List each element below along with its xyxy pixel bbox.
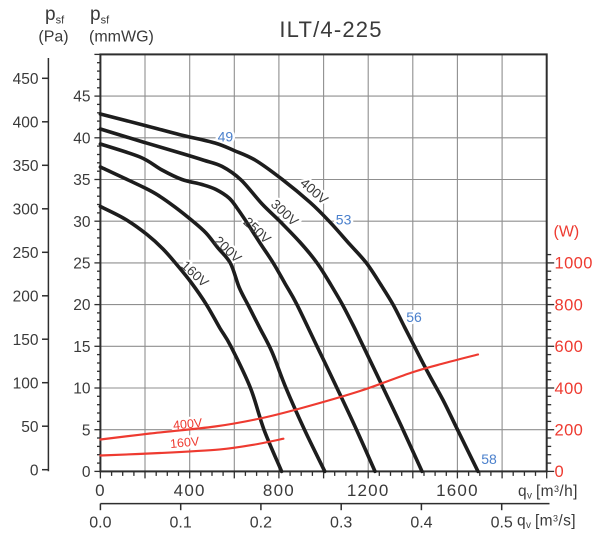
svg-text:50: 50	[21, 419, 39, 436]
svg-text:45: 45	[73, 89, 90, 106]
svg-text:100: 100	[13, 375, 39, 392]
svg-text:600: 600	[555, 338, 584, 356]
svg-text:450: 450	[13, 71, 39, 88]
svg-text:0.3: 0.3	[330, 515, 352, 532]
svg-text:300: 300	[13, 201, 39, 218]
svg-text:(Pa): (Pa)	[38, 29, 68, 46]
svg-text:25: 25	[73, 256, 90, 273]
svg-text:psf: psf	[45, 4, 65, 27]
svg-text:56: 56	[406, 309, 422, 325]
svg-text:150: 150	[13, 332, 39, 349]
svg-text:250V: 250V	[240, 214, 273, 246]
svg-text:160V: 160V	[169, 434, 200, 451]
svg-text:400V: 400V	[172, 416, 203, 433]
svg-text:400: 400	[174, 481, 206, 500]
svg-text:800: 800	[263, 481, 295, 500]
svg-text:53: 53	[336, 211, 352, 227]
svg-text:qv [m3/h]: qv [m3/h]	[518, 483, 578, 502]
svg-text:30: 30	[73, 214, 91, 231]
svg-text:35: 35	[73, 172, 90, 189]
svg-text:0: 0	[82, 464, 91, 481]
svg-text:0: 0	[95, 481, 106, 500]
svg-text:0.1: 0.1	[170, 515, 192, 532]
svg-text:40: 40	[73, 130, 91, 147]
svg-text:10: 10	[73, 381, 91, 398]
svg-text:58: 58	[481, 451, 497, 467]
svg-text:250: 250	[13, 245, 39, 262]
svg-text:psf: psf	[90, 4, 110, 27]
svg-text:(W): (W)	[554, 224, 580, 241]
svg-text:200: 200	[13, 288, 39, 305]
svg-text:49: 49	[218, 129, 234, 145]
svg-text:qv [m3/s]: qv [m3/s]	[517, 513, 576, 532]
svg-text:1600: 1600	[436, 481, 479, 500]
svg-text:0.5: 0.5	[491, 515, 513, 532]
svg-text:53: 53	[336, 211, 352, 227]
svg-text:0.0: 0.0	[89, 515, 111, 532]
svg-text:58: 58	[481, 451, 497, 467]
svg-text:0: 0	[555, 463, 565, 481]
svg-text:0.2: 0.2	[250, 515, 272, 532]
svg-text:200: 200	[555, 422, 584, 440]
svg-text:ILT/4-225: ILT/4-225	[279, 17, 382, 42]
svg-text:400: 400	[13, 114, 39, 131]
svg-text:400V: 400V	[297, 175, 331, 207]
svg-text:1000: 1000	[555, 255, 593, 273]
svg-text:20: 20	[73, 297, 91, 314]
svg-text:400: 400	[555, 380, 584, 398]
svg-text:(mmWG): (mmWG)	[89, 29, 154, 46]
svg-text:350: 350	[13, 158, 39, 175]
svg-text:5: 5	[82, 422, 91, 439]
svg-text:0.4: 0.4	[410, 515, 432, 532]
svg-text:160V: 160V	[169, 434, 200, 451]
svg-text:800: 800	[555, 296, 584, 314]
svg-text:1200: 1200	[347, 481, 390, 500]
svg-text:56: 56	[406, 309, 422, 325]
svg-text:0: 0	[30, 462, 39, 479]
svg-text:49: 49	[218, 129, 234, 145]
svg-text:15: 15	[73, 339, 90, 356]
